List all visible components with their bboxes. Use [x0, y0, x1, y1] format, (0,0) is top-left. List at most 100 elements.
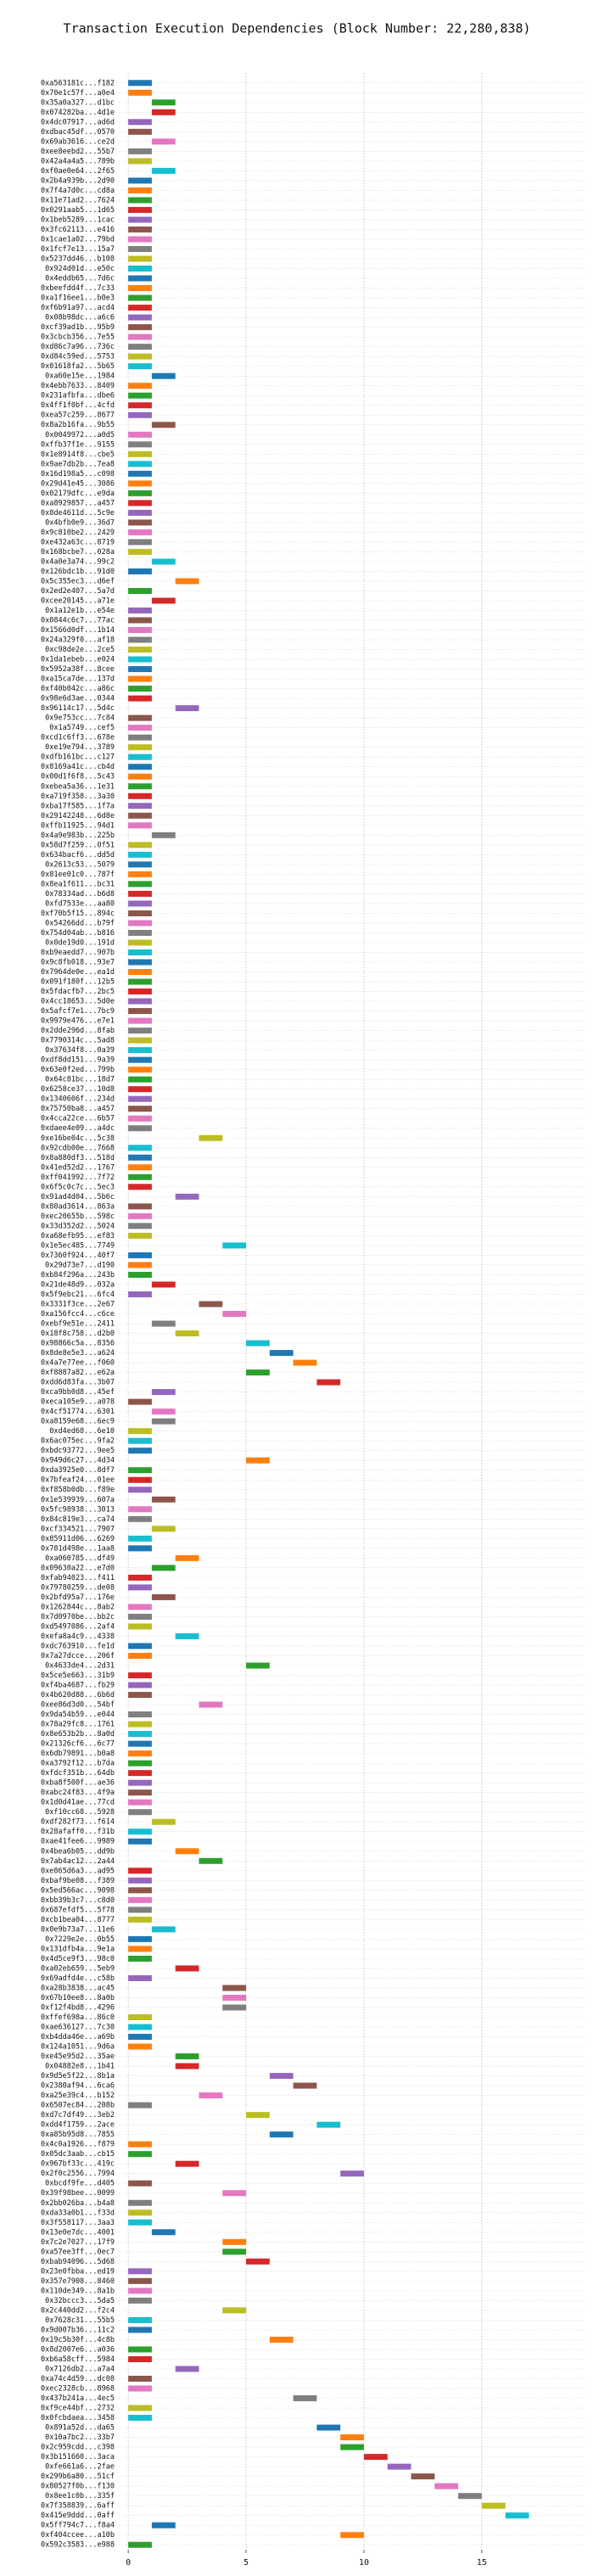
bar: [128, 1262, 152, 1268]
y-tick-label: 0xdaee4e09...a4dc: [41, 1124, 115, 1133]
y-tick-label: 0xeca105e9...a078: [41, 1398, 115, 1407]
y-tick-label: 0xbeefdd4f...7c33: [41, 284, 115, 293]
bar: [128, 1907, 152, 1913]
bar: [128, 500, 152, 507]
y-tick-label: 0x1262844c...8ab2: [41, 1603, 115, 1611]
bar: [128, 773, 152, 780]
bar: [128, 353, 152, 360]
y-tick-label: 0x924d01d...e50c: [45, 265, 115, 273]
y-tick-label: 0x8de4611d...5c9e: [41, 509, 115, 518]
y-tick-label: 0xbb39b3c7...c8d0: [41, 1896, 115, 1905]
y-tick-label: 0x131dfb4a...9e1a: [41, 1945, 115, 1953]
bar: [128, 1887, 152, 1894]
bar: [128, 314, 152, 321]
y-tick-label: 0xb9eaedd7...907b: [41, 949, 115, 957]
y-tick-label: 0x19c5b30f...4c8b: [41, 2336, 115, 2344]
y-tick-label: 0x02179dfc...e9da: [41, 490, 115, 498]
y-tick-label: 0x2bfd95a7...176e: [41, 1593, 115, 1602]
bar: [128, 344, 152, 350]
y-tick-label: 0x5237dd46...b108: [41, 255, 115, 264]
bar: [151, 597, 176, 604]
y-tick-label: 0x4b620d88...6b6d: [41, 1691, 115, 1700]
y-tick-label: 0x98866c5a...8356: [41, 1340, 115, 1348]
bar: [128, 959, 152, 966]
y-tick-label: 0x0e9b73a7...11e6: [41, 1925, 115, 1934]
y-tick-label: 0x08b98dc...a6c6: [45, 314, 115, 322]
y-tick-label: 0xa02eb659...5eb9: [41, 1964, 115, 1973]
bar: [128, 1184, 152, 1190]
bar: [128, 2102, 152, 2108]
bar: [151, 2522, 176, 2528]
bar: [151, 558, 176, 565]
bar: [222, 1311, 246, 1317]
x-tick-label: 5: [244, 2558, 249, 2568]
y-tick-label: 0x8d2007e6...a036: [41, 2345, 115, 2354]
y-tick-label: 0xdd6d83fa...3b07: [41, 1379, 115, 1387]
y-tick-label: 0xf9ce44bf...2732: [41, 2405, 115, 2413]
bar: [128, 2327, 152, 2333]
bar: [151, 1926, 176, 1933]
bar: [387, 2463, 412, 2470]
bar: [199, 1134, 223, 1141]
bar: [128, 764, 152, 770]
bar: [128, 1545, 152, 1552]
y-tick-label: 0xebf9e51e...2411: [41, 1320, 115, 1329]
bar: [151, 1320, 176, 1327]
bar: [128, 392, 152, 399]
y-tick-label: 0x75750ba8...a457: [41, 1105, 115, 1113]
bar: [128, 197, 152, 204]
y-tick-label: 0xfd7533e...aa80: [45, 899, 115, 908]
bar: [340, 2532, 364, 2539]
y-tick-label: 0x1cae1a02...79bd: [41, 235, 115, 244]
bar: [128, 861, 152, 868]
bar: [128, 1838, 152, 1845]
y-tick-label: 0x69ab3616...ce2d: [41, 137, 115, 146]
bar: [128, 255, 152, 262]
bar: [269, 2073, 294, 2080]
y-tick-label: 0x78a29fc8...1761: [41, 1721, 115, 1729]
y-tick-label: 0x0844c6c7...77ac: [41, 617, 115, 625]
bar: [128, 333, 152, 340]
bar: [128, 1946, 152, 1952]
y-tick-label: 0x592c3583...e988: [41, 2541, 115, 2550]
bar: [128, 1164, 152, 1171]
y-tick-label: 0x5ed566ac...9098: [41, 1886, 115, 1895]
y-tick-label: 0xa85b95d8...7855: [41, 2131, 115, 2139]
y-tick-label: 0xbaf9be08...f389: [41, 1877, 115, 1885]
bar: [151, 1408, 176, 1415]
y-tick-label: 0xa719f358...3a30: [41, 792, 115, 801]
bar: [128, 1448, 152, 1454]
y-tick-label: 0x074282ba...4d1e: [41, 109, 115, 117]
bar: [128, 1770, 152, 1777]
bar: [128, 1916, 152, 1923]
bar: [199, 2092, 223, 2099]
y-tick-label: 0x32bccc3...5da5: [45, 2297, 115, 2305]
y-tick-label: 0x70e1c57f...a0e4: [41, 89, 115, 98]
bar: [151, 1526, 176, 1532]
bar: [128, 1437, 152, 1444]
y-tick-label: 0x9c8fb018...93e7: [41, 959, 115, 967]
bar: [128, 608, 152, 614]
x-tick-label: 10: [359, 2558, 369, 2568]
bar: [269, 2336, 294, 2343]
y-tick-label: 0x4a0e3a74...99c2: [41, 557, 115, 566]
bar: [128, 2277, 152, 2284]
bar: [151, 138, 176, 145]
y-tick-label: 0x2bb026ba...b4a8: [41, 2199, 115, 2208]
y-tick-label: 0x8ee1c0b...335f: [45, 2492, 115, 2500]
y-tick-label: 0x4633de4...2d31: [45, 1661, 115, 1670]
bar: [293, 2082, 317, 2089]
y-tick-label: 0xe432a63c...8719: [41, 538, 115, 546]
bar: [128, 480, 152, 487]
y-tick-label: 0xd86c7a96...736c: [41, 343, 115, 351]
y-tick-label: 0xcb1bea04...8777: [41, 1916, 115, 1924]
y-tick-label: 0x11e71ad2...7624: [41, 196, 115, 204]
bar: [269, 2131, 294, 2138]
bar: [128, 1125, 152, 1132]
y-tick-label: 0x0fcbdaea...3458: [41, 2414, 115, 2422]
bar: [128, 2199, 152, 2206]
bar: [128, 1515, 152, 1522]
y-tick-label: 0x4bea6b05...dd9b: [41, 1847, 115, 1856]
y-tick-label: 0xa563181c...f182: [41, 79, 115, 87]
bar: [128, 266, 152, 272]
